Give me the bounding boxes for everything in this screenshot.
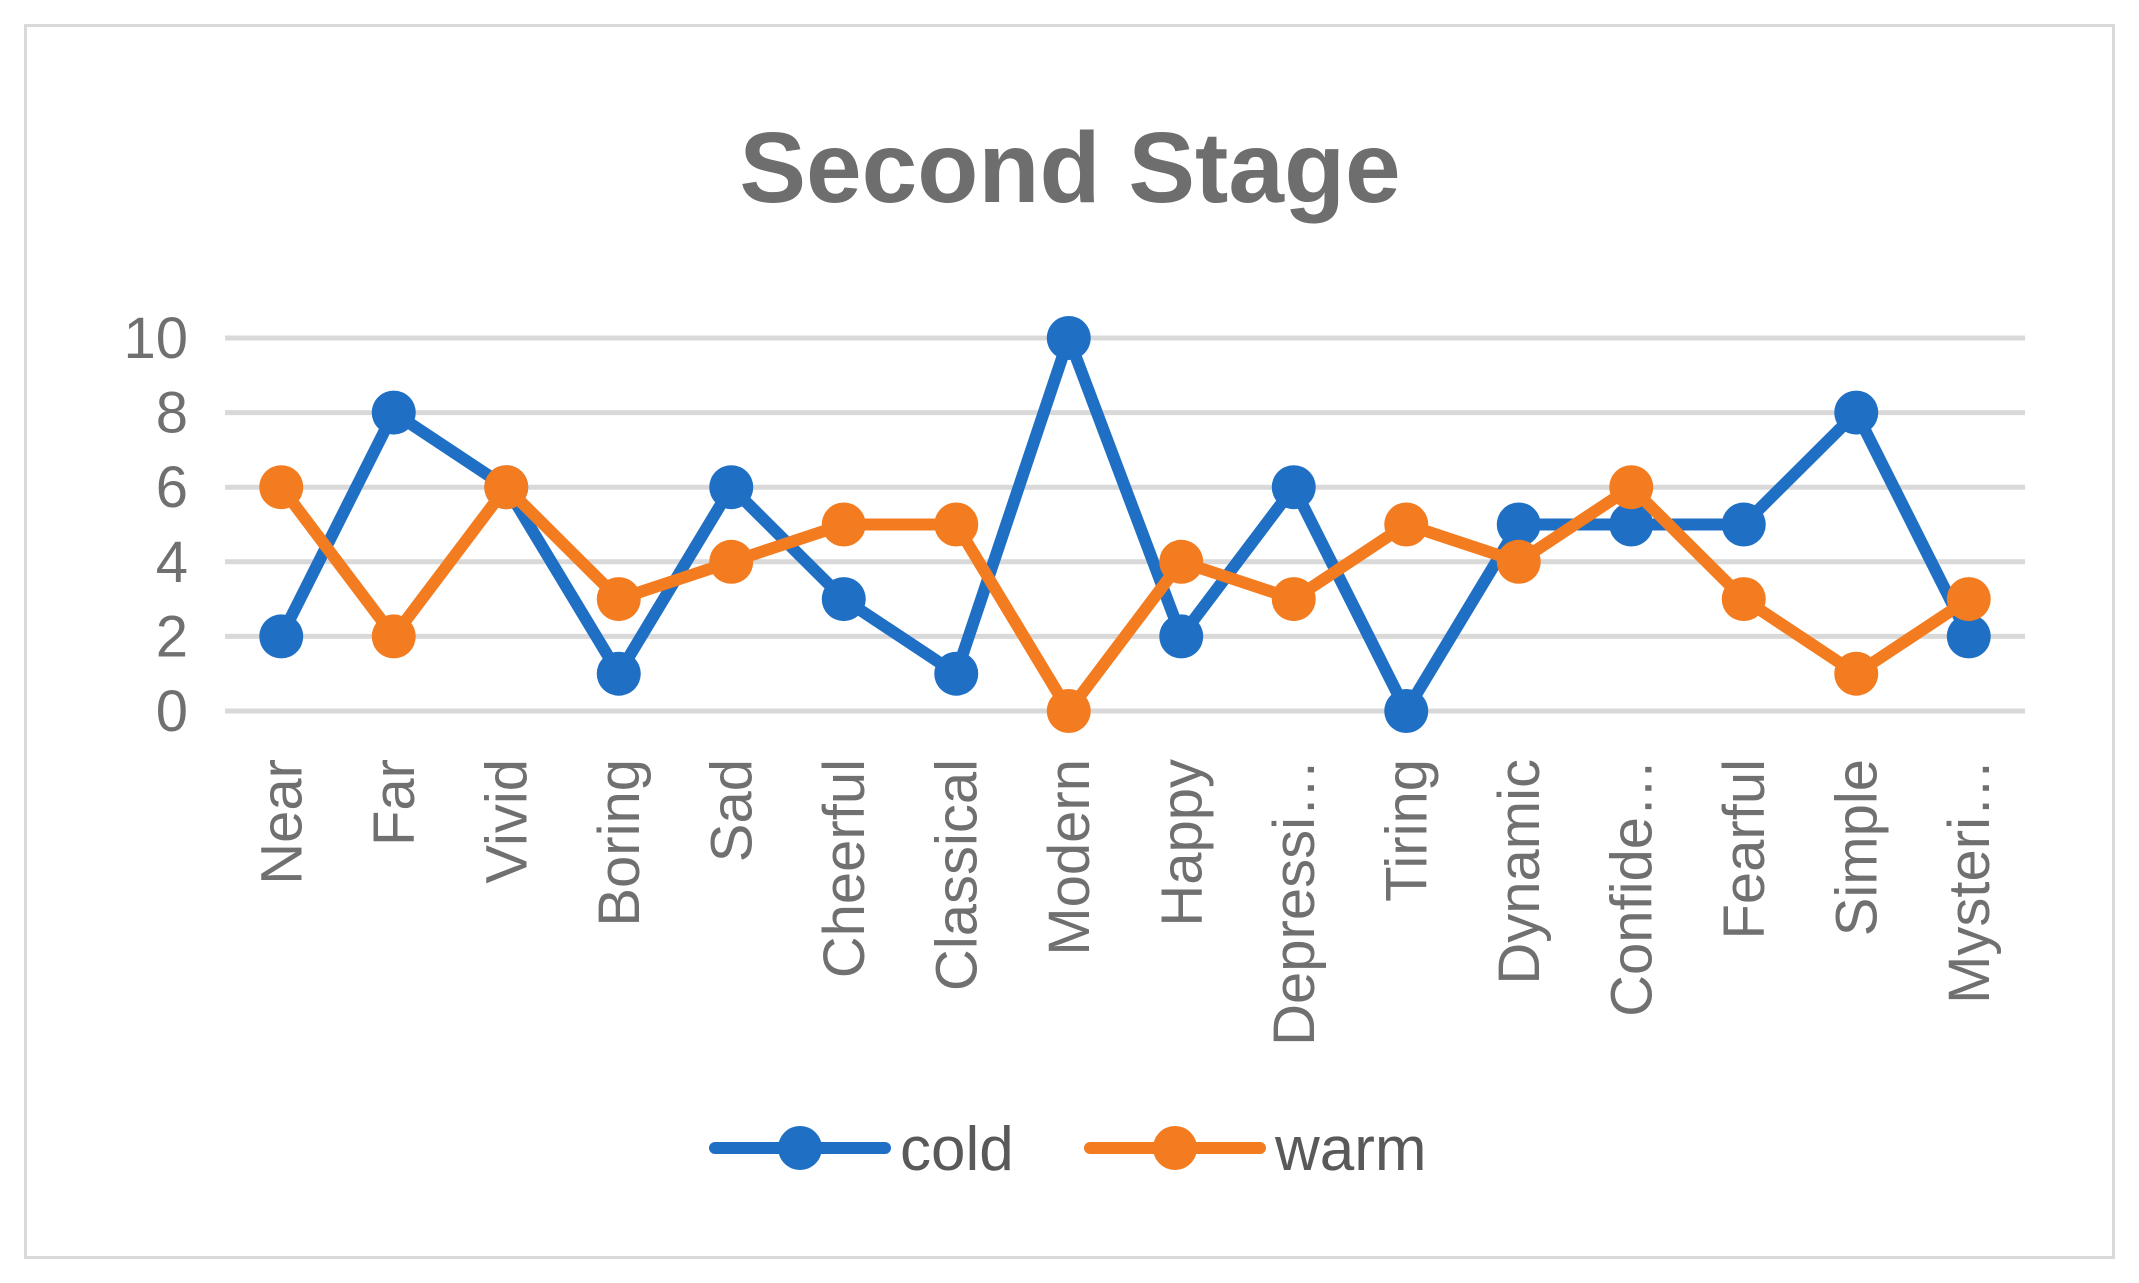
data-point-cold — [1271, 465, 1316, 510]
data-point-cold — [1046, 316, 1091, 360]
x-tick-label: Confide… — [1599, 759, 1664, 1017]
legend-swatch-marker — [1153, 1126, 1197, 1170]
x-tick-label: Dynamic — [1487, 759, 1552, 985]
data-point-cold — [1496, 502, 1541, 547]
x-axis-ticks: Near Far Vivid Boring Sad Cheerful Classical Mo… — [249, 759, 2002, 1046]
data-point-cold — [934, 651, 979, 696]
data-point-warm — [1609, 465, 1654, 510]
y-tick-label: 4 — [156, 530, 188, 595]
series-warm — [259, 465, 1991, 733]
x-tick-label: Mysteri… — [1937, 759, 2002, 1004]
y-tick-label: 8 — [156, 381, 188, 446]
legend-item-cold: cold — [709, 1115, 1014, 1184]
data-point-cold — [821, 577, 866, 622]
y-tick-label: 6 — [156, 455, 188, 520]
x-tick-label: Depressi… — [1262, 759, 1327, 1046]
x-tick-label: Boring — [587, 759, 652, 927]
data-point-warm — [1496, 539, 1541, 584]
data-point-warm — [1721, 577, 1766, 622]
data-point-warm — [934, 502, 979, 547]
legend: cold warm — [709, 1115, 1427, 1184]
x-tick-label: Classical — [924, 759, 989, 991]
data-point-warm — [821, 502, 866, 547]
x-tick-label: Tiring — [1374, 759, 1439, 902]
data-point-cold — [596, 651, 641, 696]
data-point-cold — [371, 390, 416, 435]
data-point-warm — [1384, 502, 1429, 547]
x-tick-label: Happy — [1149, 759, 1214, 927]
data-point-warm — [1271, 577, 1316, 622]
y-tick-label: 10 — [123, 306, 188, 371]
data-point-cold — [259, 614, 304, 659]
x-tick-label: Near — [249, 759, 314, 885]
data-point-warm — [484, 465, 529, 510]
series-line-warm — [275, 478, 1975, 722]
data-point-warm — [1834, 651, 1879, 696]
data-point-warm — [1946, 577, 1991, 622]
chart-title: Second Stage — [739, 112, 1400, 224]
data-point-cold — [709, 465, 754, 510]
x-tick-label: Cheerful — [812, 759, 877, 978]
data-point-cold — [1384, 689, 1429, 733]
x-tick-label: Sad — [699, 759, 764, 862]
data-point-warm — [259, 465, 304, 510]
data-point-cold — [1834, 390, 1879, 435]
x-tick-label: Far — [362, 759, 427, 846]
data-point-cold — [1721, 502, 1766, 547]
gridlines — [225, 335, 2025, 714]
series-line-cold — [275, 320, 1975, 724]
y-tick-label: 0 — [156, 679, 188, 744]
legend-item-warm: warm — [1084, 1115, 1427, 1184]
data-point-cold — [1159, 614, 1204, 659]
data-point-cold — [1609, 502, 1654, 547]
data-point-warm — [1159, 539, 1204, 584]
legend-label: cold — [900, 1115, 1014, 1184]
series-cold — [259, 316, 1991, 733]
data-point-warm — [1046, 689, 1091, 733]
series-lines — [259, 316, 1991, 733]
x-tick-label: Modern — [1037, 759, 1102, 956]
data-point-warm — [596, 577, 641, 622]
y-tick-label: 2 — [156, 604, 188, 669]
data-point-warm — [371, 614, 416, 659]
data-point-cold — [1946, 614, 1991, 659]
x-tick-label: Vivid — [474, 759, 539, 884]
y-axis-ticks: 0 2 4 6 8 10 — [123, 306, 188, 744]
x-tick-label: Simple — [1824, 759, 1889, 936]
data-point-warm — [709, 539, 754, 584]
x-tick-label: Fearful — [1712, 759, 1777, 940]
legend-swatch-marker — [778, 1126, 822, 1170]
legend-label: warm — [1274, 1115, 1427, 1184]
